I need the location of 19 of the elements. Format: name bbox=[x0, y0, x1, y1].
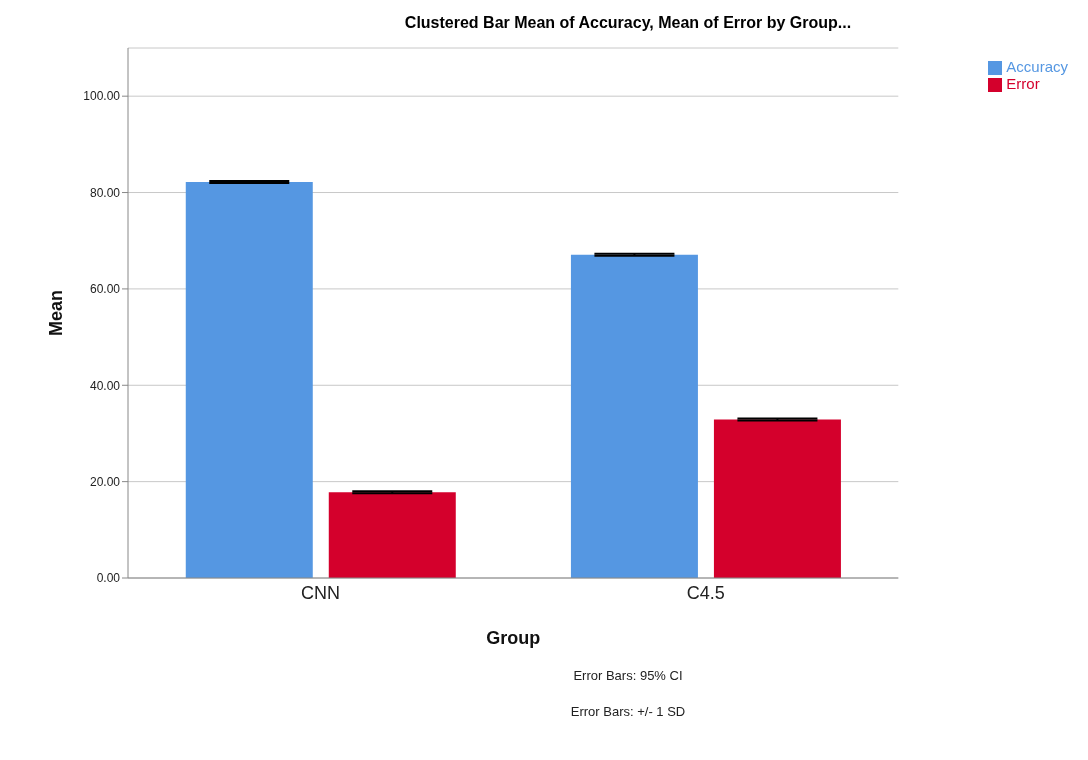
text: Error Bars: +/- 1 SD bbox=[569, 704, 687, 719]
bar bbox=[328, 492, 456, 578]
y-tick-label: 100.00 bbox=[83, 89, 121, 104]
y-tick-label: 20.00 bbox=[89, 474, 121, 489]
y-axis-title: Mean bbox=[46, 289, 67, 337]
text: Error Bars: 95% CI bbox=[572, 668, 684, 683]
legend-label: Error bbox=[1006, 75, 1040, 93]
y-tick-label: 40.00 bbox=[89, 378, 121, 393]
y-tick-label: 60.00 bbox=[89, 282, 121, 297]
bar bbox=[570, 254, 698, 578]
bar bbox=[185, 181, 313, 578]
x-tick-label: C4.5 bbox=[686, 582, 725, 603]
y-tick-label: 80.00 bbox=[89, 185, 121, 200]
x-axis-title: Group bbox=[486, 628, 541, 648]
chart-title: Clustered Bar Mean of Accuracy, Mean of Error by Group... bbox=[403, 14, 853, 32]
legend-label: Accuracy bbox=[1006, 58, 1068, 75]
y-tick-label: 0.00 bbox=[96, 571, 121, 586]
bar bbox=[713, 419, 841, 578]
x-tick-label: CNN bbox=[301, 582, 341, 603]
